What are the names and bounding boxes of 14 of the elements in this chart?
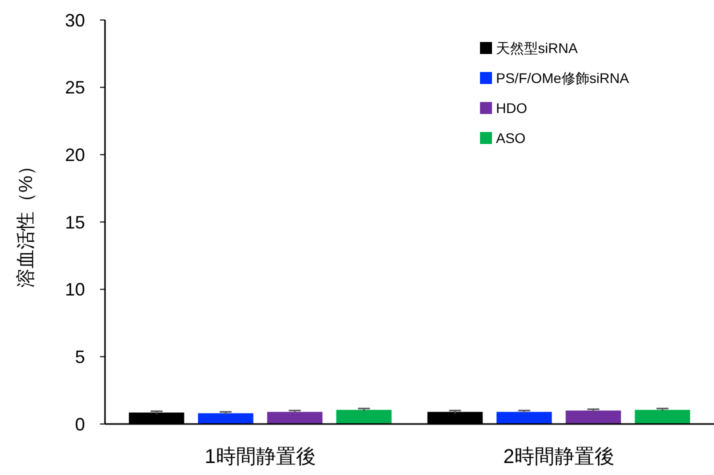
x-tick-label: 1時間静置後 (204, 446, 316, 468)
legend-label: PS/F/OMe修飾siRNA (496, 70, 630, 86)
legend-label: HDO (496, 100, 528, 116)
y-tick-label: 20 (64, 144, 85, 165)
y-tick-label: 5 (74, 346, 85, 367)
x-tick-label: 2時間静置後 (503, 446, 614, 468)
y-tick-label: 30 (64, 10, 85, 30)
legend-label: 天然型siRNA (496, 40, 578, 56)
y-axis-title: 溶血活性（%） (15, 156, 37, 288)
y-tick-label: 25 (64, 78, 85, 98)
y-tick-label: 10 (64, 280, 85, 300)
y-tick-label: 0 (74, 414, 85, 434)
legend-label: ASO (496, 130, 526, 146)
y-tick-label: 15 (64, 212, 85, 232)
